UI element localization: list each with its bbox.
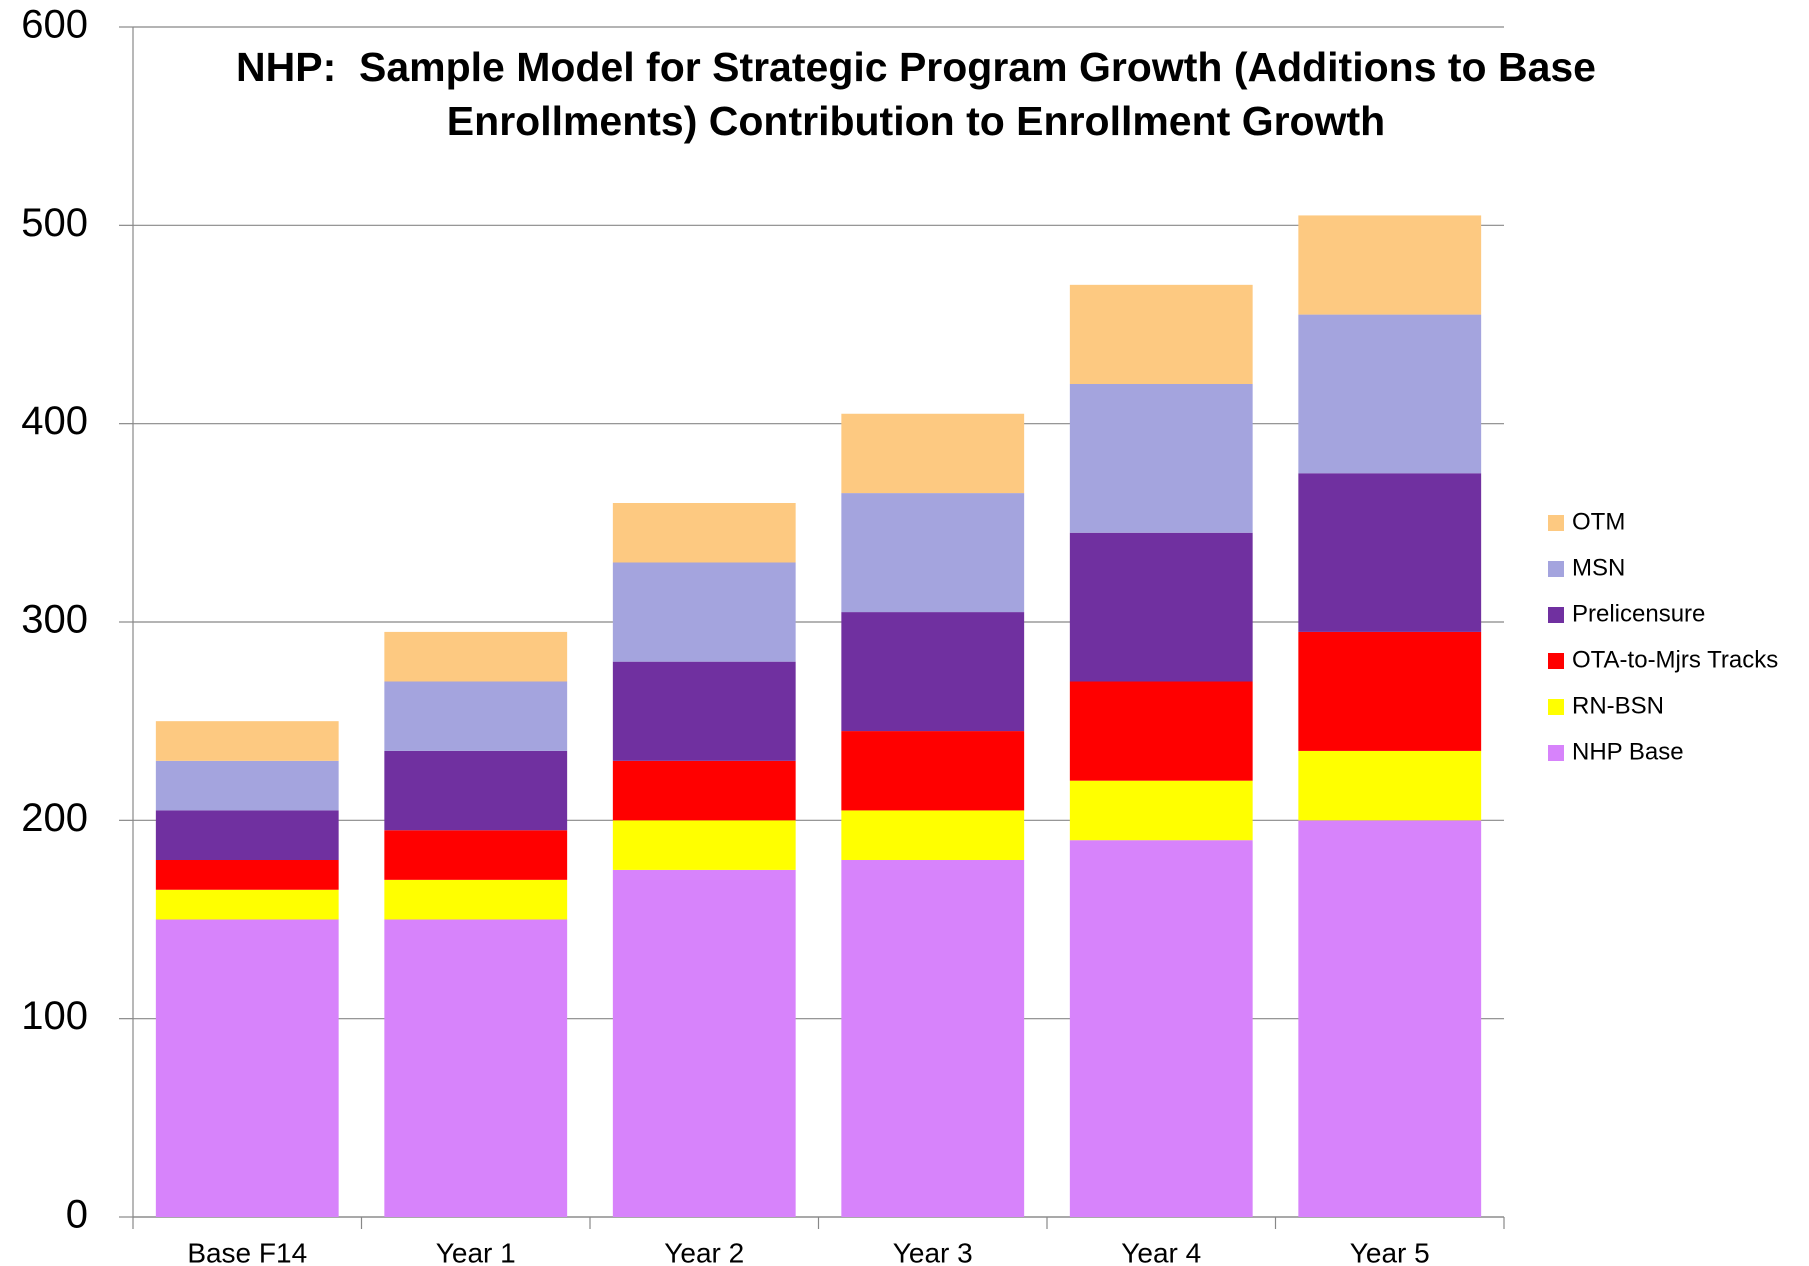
bar-segment (384, 750, 568, 831)
bar-segment (1298, 820, 1482, 1217)
bar-segment (612, 503, 796, 563)
bar-segment (155, 760, 339, 811)
bar-segment (612, 760, 796, 821)
x-tick-label: Year 1 (436, 1237, 516, 1266)
bar-segment (1069, 284, 1253, 384)
bar-segment (155, 810, 339, 860)
bar-segment (155, 860, 339, 890)
x-tick-label: Year 4 (1121, 1237, 1201, 1266)
x-tick-label: Base F14 (187, 1237, 307, 1266)
legend-label: Prelicensure (1572, 600, 1705, 627)
bar-segment (1069, 840, 1253, 1217)
bar-segment (1298, 750, 1482, 821)
bar-segment (612, 820, 796, 870)
legend-swatch (1548, 607, 1564, 623)
bar-segment (841, 860, 1025, 1217)
bar-segment (612, 661, 796, 761)
bar-segment (841, 810, 1025, 860)
y-tick-label: 400 (21, 399, 88, 443)
bar-segment (384, 830, 568, 880)
y-tick-label: 300 (21, 598, 88, 642)
bar-segment (841, 413, 1025, 494)
bar-segment (841, 731, 1025, 811)
x-tick-label: Year 5 (1350, 1237, 1430, 1266)
y-tick-label: 600 (21, 3, 88, 47)
bar-segment (1298, 215, 1482, 315)
y-tick-label: 500 (21, 201, 88, 245)
legend-swatch (1548, 561, 1564, 577)
y-tick-label: 0 (66, 1193, 88, 1237)
bar-segment (155, 889, 339, 920)
x-tick-label: Year 2 (664, 1237, 744, 1266)
legend-label: RN-BSN (1572, 692, 1664, 719)
legend-label: OTM (1572, 508, 1625, 535)
bar-segment (384, 919, 568, 1217)
bar-segment (1069, 384, 1253, 533)
legend-label: NHP Base (1572, 738, 1684, 765)
bar-segment (841, 493, 1025, 613)
chart-title: NHP: Sample Model for Strategic Program … (236, 44, 1608, 144)
legend-swatch (1548, 653, 1564, 669)
legend-label: MSN (1572, 554, 1625, 581)
bar-segment (384, 631, 568, 682)
bar-segment (1298, 631, 1482, 751)
bar-segment (612, 562, 796, 662)
bar-segment (1069, 681, 1253, 781)
legend-swatch (1548, 699, 1564, 715)
y-tick-label: 100 (21, 994, 88, 1038)
bar-segment (841, 612, 1025, 732)
bar-segment (384, 879, 568, 920)
legend-label: OTA-to-Mjrs Tracks (1572, 646, 1778, 673)
legend-swatch (1548, 745, 1564, 761)
legend-swatch (1548, 515, 1564, 531)
bar-segment (155, 721, 339, 761)
y-tick-label: 200 (21, 796, 88, 840)
bar-segment (1298, 314, 1482, 474)
bar-segment (155, 919, 339, 1217)
bar-segment (384, 681, 568, 751)
bar-segment (612, 869, 796, 1217)
bar-segment (1298, 473, 1482, 632)
bar-segment (1069, 780, 1253, 841)
bar-segment (1069, 532, 1253, 682)
x-tick-label: Year 3 (893, 1237, 973, 1266)
